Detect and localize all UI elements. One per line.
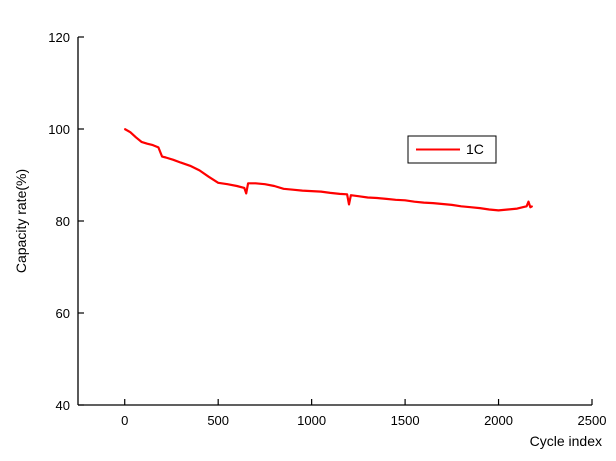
data-point bbox=[338, 193, 341, 195]
x-axis-ticks: 0 500 1000 1500 2000 2500 bbox=[121, 399, 606, 428]
data-point bbox=[129, 131, 132, 133]
data-point bbox=[172, 159, 175, 161]
legend-label-1c: 1C bbox=[466, 141, 484, 157]
data-point bbox=[423, 201, 425, 204]
x-axis-title: Cycle index bbox=[530, 433, 602, 449]
x-tick-label: 0 bbox=[121, 413, 128, 428]
data-point bbox=[157, 146, 160, 149]
data-point bbox=[522, 206, 524, 208]
data-point bbox=[497, 209, 500, 212]
x-tick-label: 2000 bbox=[484, 413, 513, 428]
data-point bbox=[264, 183, 266, 185]
y-axis-title: Capacity rate(%) bbox=[13, 169, 29, 273]
data-point bbox=[301, 189, 304, 192]
data-point bbox=[507, 208, 509, 211]
series-layer bbox=[123, 128, 533, 212]
data-point bbox=[404, 199, 406, 202]
data-point bbox=[123, 128, 126, 130]
data-point bbox=[247, 182, 249, 185]
y-tick-label: 60 bbox=[56, 306, 70, 321]
data-point bbox=[310, 190, 313, 192]
data-point bbox=[140, 141, 143, 143]
y-tick-label: 40 bbox=[56, 398, 70, 413]
data-point bbox=[479, 207, 481, 209]
data-point bbox=[282, 188, 285, 190]
plot-area bbox=[77, 37, 592, 406]
data-point bbox=[531, 205, 533, 208]
y-tick-label: 120 bbox=[48, 30, 70, 45]
x-tick-label: 2500 bbox=[578, 413, 607, 428]
data-point bbox=[245, 192, 247, 195]
data-point bbox=[366, 196, 369, 199]
data-point bbox=[488, 208, 491, 211]
data-point bbox=[413, 200, 416, 203]
data-point bbox=[329, 192, 332, 194]
data-point bbox=[432, 202, 434, 204]
data-point bbox=[460, 205, 463, 208]
data-point bbox=[320, 190, 322, 193]
data-point bbox=[217, 182, 219, 184]
data-point bbox=[350, 194, 352, 196]
y-axis-ticks: 40 60 80 100 120 bbox=[48, 30, 84, 413]
series-line-1c bbox=[124, 128, 533, 212]
data-point bbox=[527, 200, 530, 203]
data-point bbox=[385, 198, 388, 200]
data-point bbox=[525, 205, 528, 208]
y-tick-label: 100 bbox=[48, 122, 70, 137]
x-tick-label: 1500 bbox=[391, 413, 420, 428]
data-point bbox=[161, 155, 163, 158]
data-point bbox=[376, 197, 378, 199]
data-point bbox=[357, 195, 360, 197]
data-point bbox=[348, 203, 350, 206]
data-point bbox=[451, 204, 453, 206]
data-point bbox=[135, 136, 137, 139]
data-point bbox=[273, 185, 276, 187]
data-point bbox=[292, 188, 294, 191]
data-point bbox=[208, 176, 210, 178]
data-point bbox=[198, 169, 201, 172]
y-tick-label: 80 bbox=[56, 214, 70, 229]
data-point bbox=[152, 144, 154, 146]
data-point bbox=[236, 185, 238, 187]
legend: 1C bbox=[407, 135, 497, 164]
x-tick-label: 500 bbox=[207, 413, 229, 428]
x-tick-label: 1000 bbox=[297, 413, 326, 428]
data-point bbox=[529, 206, 532, 208]
data-point bbox=[469, 206, 472, 208]
data-point bbox=[189, 165, 191, 167]
data-point bbox=[516, 207, 518, 210]
data-point bbox=[346, 193, 348, 196]
data-point bbox=[394, 199, 397, 201]
data-point bbox=[226, 183, 229, 185]
data-point bbox=[146, 142, 148, 145]
data-point bbox=[165, 156, 167, 159]
data-point bbox=[254, 182, 257, 185]
data-point bbox=[180, 161, 182, 164]
data-point bbox=[441, 203, 444, 205]
data-point bbox=[243, 187, 246, 189]
